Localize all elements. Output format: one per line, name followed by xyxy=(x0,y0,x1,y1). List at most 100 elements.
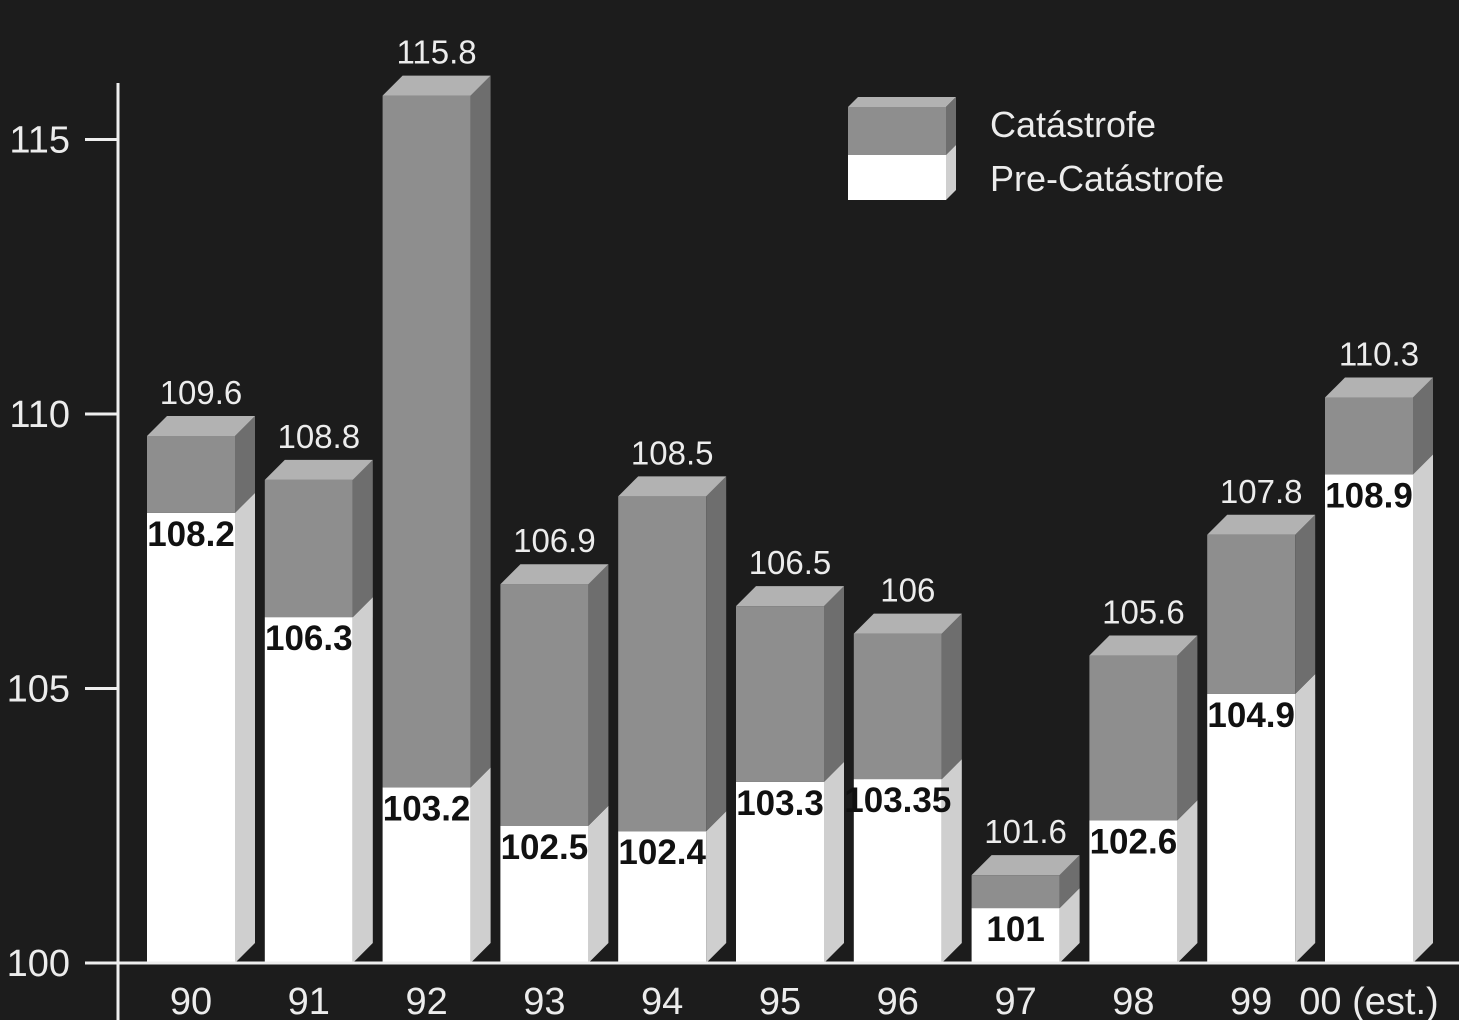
y-tick-label: 105 xyxy=(7,669,70,711)
data-label-pre-catastrofe: 103.2 xyxy=(383,789,471,828)
bar-catastrofe-top xyxy=(1089,635,1198,656)
bar-pre-catastrofe-side xyxy=(941,759,962,963)
x-tick-label: 00 (est.) xyxy=(1299,981,1438,1020)
bar-group: 115.8 103.2 xyxy=(382,34,491,963)
bar-pre-catastrofe-side xyxy=(352,597,373,963)
bar-pre-catastrofe-side xyxy=(824,761,844,963)
bar-catastrofe-side xyxy=(706,476,727,832)
data-label-pre-catastrofe: 103.3 xyxy=(736,784,824,823)
bar-pre-catastrofe xyxy=(853,779,942,963)
bar-group: 106.5 103.3 xyxy=(736,544,844,963)
x-tick-label: 91 xyxy=(288,981,330,1020)
bar-catastrofe-side xyxy=(1059,855,1080,909)
data-label-pre-catastrofe: 104.9 xyxy=(1207,696,1295,735)
x-tick-label: 94 xyxy=(641,981,683,1020)
data-label-pre-catastrofe: 101 xyxy=(986,910,1044,949)
legend: Catástrofe Pre-Catástrofe xyxy=(848,97,1224,200)
bar-pre-catastrofe-side xyxy=(1413,454,1433,963)
bar-group: 109.6 108.2 xyxy=(147,374,255,963)
data-label-catastrofe: 108.8 xyxy=(278,418,361,455)
x-tick-label: 90 xyxy=(170,981,212,1020)
data-label-catastrofe: 106.9 xyxy=(513,522,596,559)
legend-label-pre-catastrofe: Pre-Catástrofe xyxy=(990,158,1224,199)
bar-catastrofe-side xyxy=(824,586,844,782)
bar-catastrofe xyxy=(618,496,707,832)
data-label-catastrofe: 110.3 xyxy=(1339,336,1419,373)
bar-catastrofe-top xyxy=(147,415,255,436)
x-tick-label: 97 xyxy=(994,981,1036,1020)
bar-catastrofe-side xyxy=(470,75,491,788)
bar-pre-catastrofe-side xyxy=(235,492,255,963)
legend-swatch-catastrofe-top xyxy=(848,97,956,107)
data-label-pre-catastrofe: 106.3 xyxy=(265,619,353,658)
data-label-pre-catastrofe: 102.5 xyxy=(501,828,589,867)
bar-catastrofe xyxy=(264,479,353,618)
bar-catastrofe-side xyxy=(1413,377,1433,475)
data-label-pre-catastrofe: 103.35 xyxy=(844,781,951,820)
bar-catastrofe xyxy=(853,633,942,780)
legend-swatch-catastrofe-side xyxy=(946,97,956,155)
bar-group: 110.3 108.9 xyxy=(1325,336,1433,963)
y-tick-label: 100 xyxy=(7,943,70,985)
legend-swatch-pre-catastrofe xyxy=(848,155,946,200)
bar-pre-catastrofe xyxy=(382,787,471,963)
bar-catastrofe-side xyxy=(1295,514,1316,694)
bar-catastrofe xyxy=(500,584,589,826)
data-label-pre-catastrofe: 108.2 xyxy=(147,515,235,554)
bar-catastrofe-side xyxy=(352,459,373,618)
bar-pre-catastrofe-side xyxy=(706,811,727,963)
bar-catastrofe-top xyxy=(736,586,844,607)
y-axis: 100 105 110 115 xyxy=(7,83,120,1020)
bar-catastrofe-top xyxy=(1325,377,1433,398)
data-label-pre-catastrofe: 102.6 xyxy=(1090,822,1178,861)
bar-catastrofe xyxy=(736,606,824,782)
bar-catastrofe-side xyxy=(235,415,255,513)
data-label-catastrofe: 106.5 xyxy=(749,544,832,581)
bar-catastrofe xyxy=(971,875,1060,909)
bar-pre-catastrofe xyxy=(1207,693,1296,963)
x-tick-label: 96 xyxy=(877,981,919,1020)
x-tick-label: 98 xyxy=(1112,981,1154,1020)
data-label-catastrofe: 106 xyxy=(880,572,935,609)
data-label-catastrofe: 108.5 xyxy=(631,434,714,471)
data-label-catastrofe: 101.6 xyxy=(984,813,1067,850)
bar-catastrofe xyxy=(382,95,471,788)
data-label-catastrofe: 105.6 xyxy=(1102,594,1185,631)
bar-group: 108.8 106.3 xyxy=(264,418,373,963)
bar-pre-catastrofe xyxy=(618,831,707,963)
bar-catastrofe-top xyxy=(853,613,962,634)
bar-catastrofe-side xyxy=(588,564,609,826)
bars: 109.6 108.2 108.8 106.3 115.8 103.2 106.9 102.5… xyxy=(147,34,1433,963)
bar-catastrofe-top xyxy=(618,476,727,497)
bar-pre-catastrofe-side xyxy=(1177,800,1198,963)
bar-pre-catastrofe xyxy=(736,781,824,963)
bar-catastrofe-top xyxy=(500,564,609,585)
bar-pre-catastrofe-side xyxy=(1059,888,1080,963)
data-label-catastrofe: 107.8 xyxy=(1220,473,1303,510)
bar-catastrofe xyxy=(1089,655,1178,821)
bar-group: 105.6 102.6 xyxy=(1089,594,1198,963)
x-tick-label: 99 xyxy=(1230,981,1272,1020)
data-label-catastrofe: 109.6 xyxy=(160,374,243,411)
bar-group: 107.8 104.9 xyxy=(1207,473,1316,963)
y-tick-label: 115 xyxy=(9,120,70,162)
data-label-pre-catastrofe: 102.4 xyxy=(618,833,706,872)
bar-group: 108.5 102.4 xyxy=(618,434,727,963)
bar-group: 106 103.35 xyxy=(844,572,962,963)
bar-pre-catastrofe xyxy=(971,908,1060,963)
bar-catastrofe-top xyxy=(382,75,491,96)
legend-swatch-catastrofe xyxy=(848,107,946,155)
legend-swatch-pre-side xyxy=(946,145,956,200)
data-label-catastrofe: 115.8 xyxy=(397,34,477,71)
x-axis: 90 91 92 93 94 95 96 97 98 99 00 (est.) xyxy=(85,961,1459,1020)
legend-label-catastrofe: Catástrofe xyxy=(990,104,1156,145)
bar-catastrofe xyxy=(1325,397,1413,475)
data-label-pre-catastrofe: 108.9 xyxy=(1325,476,1413,515)
bar-group: 106.9 102.5 xyxy=(500,522,609,963)
bar-pre-catastrofe xyxy=(500,825,589,963)
bar-catastrofe-top xyxy=(971,855,1080,876)
bar-pre-catastrofe-side xyxy=(1295,673,1316,963)
x-tick-label: 92 xyxy=(405,981,447,1020)
bar-pre-catastrofe xyxy=(264,617,353,963)
